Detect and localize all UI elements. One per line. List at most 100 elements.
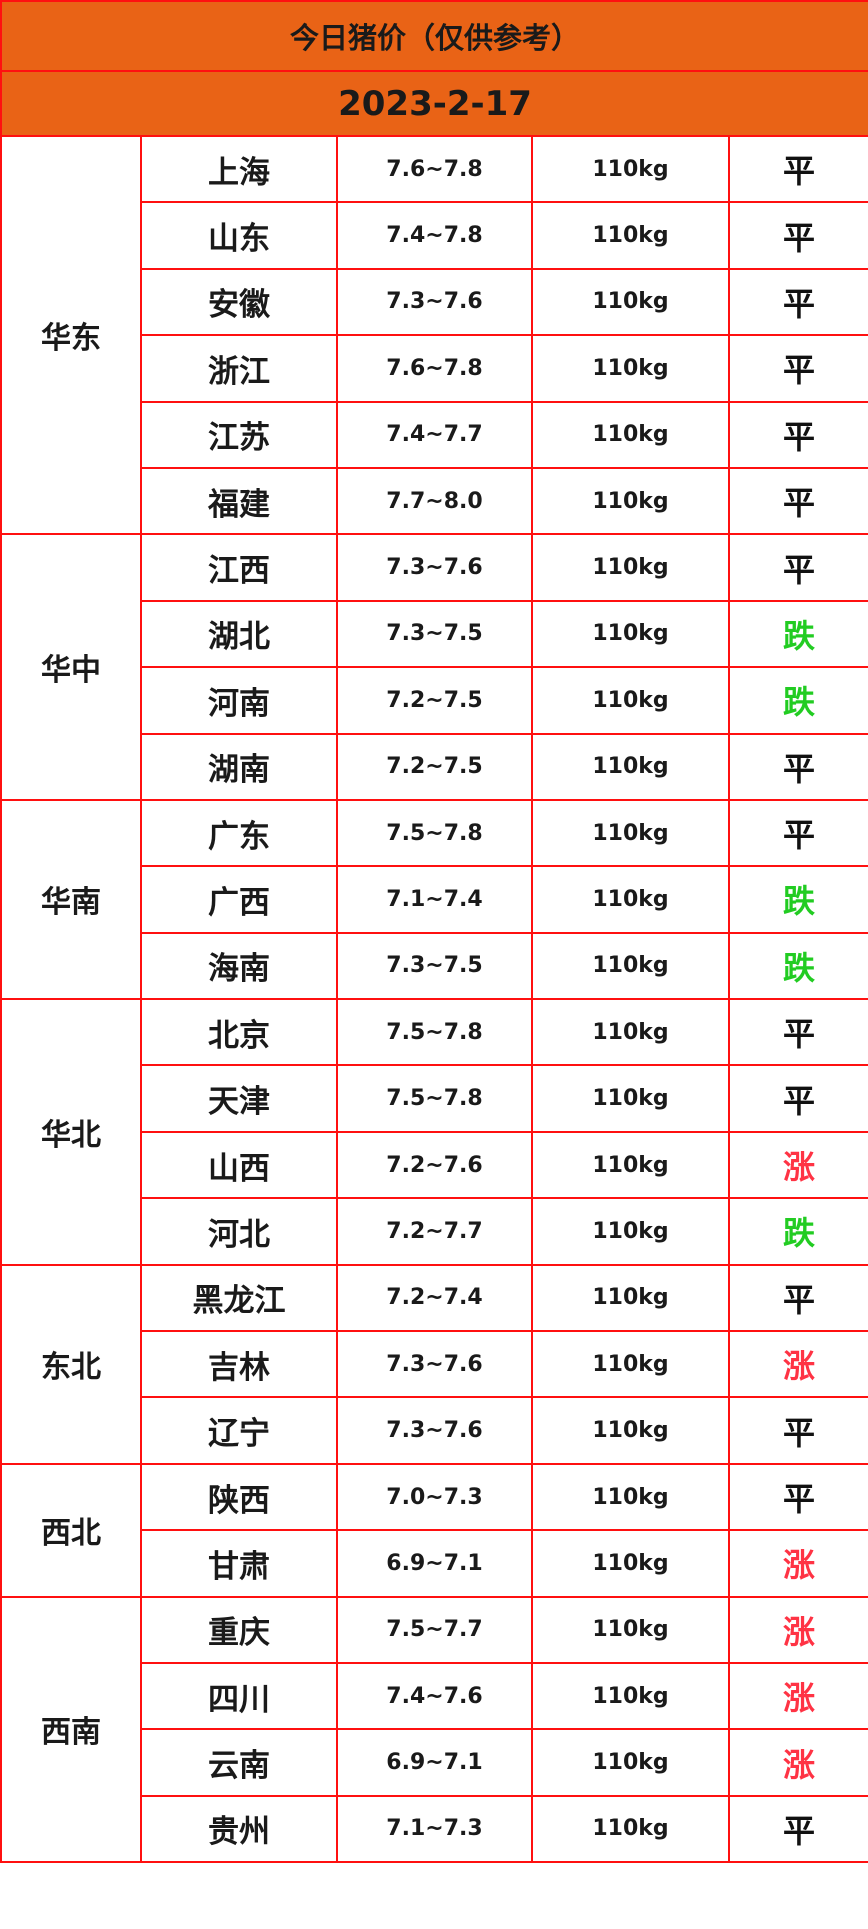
region-cell: 华中 [0, 533, 142, 801]
table-row: 安徽 7.3~7.6 110kg 平 [1, 267, 868, 337]
wt-cell: 110kg [531, 1197, 730, 1266]
table-row: 甘肃 6.9~7.1 110kg 涨 [1, 1529, 868, 1598]
table-row: 西南 重庆 7.5~7.7 110kg 涨 [0, 1595, 868, 1864]
trend-cell: 平 [727, 1794, 868, 1864]
price-cell: 7.2~7.5 [336, 732, 533, 801]
price-cell: 7.4~7.8 [336, 201, 533, 270]
table-row: 河北 7.2~7.7 110kg 跌 [1, 1197, 868, 1266]
price-cell: 7.1~7.4 [336, 865, 533, 934]
prov-cell: 安徽 [140, 267, 338, 337]
trend-cell: 涨 [727, 1728, 868, 1797]
prov-cell: 湖南 [140, 732, 338, 801]
trend-cell: 平 [727, 1396, 868, 1465]
price-cell: 7.3~7.6 [336, 1396, 533, 1465]
trend-cell: 涨 [727, 1529, 868, 1598]
trend-cell: 涨 [727, 1661, 868, 1731]
trend-cell: 跌 [727, 931, 868, 1001]
wt-cell: 110kg [531, 599, 730, 669]
price-cell: 7.0~7.3 [336, 1462, 533, 1532]
prov-cell: 山西 [140, 1130, 338, 1200]
price-cell: 7.2~7.6 [336, 1130, 533, 1200]
wt-cell: 110kg [531, 334, 730, 403]
price-cell: 7.5~7.8 [336, 998, 533, 1067]
table-row: 山东 7.4~7.8 110kg 平 [1, 201, 868, 270]
prov-cell: 辽宁 [140, 1396, 338, 1465]
trend-cell: 跌 [727, 865, 868, 934]
trend-cell: 涨 [727, 1330, 868, 1399]
prov-cell: 上海 [140, 134, 338, 204]
table-row: 湖北 7.3~7.5 110kg 跌 [1, 599, 868, 669]
price-cell: 7.6~7.8 [336, 334, 533, 403]
trend-cell: 平 [727, 533, 868, 602]
price-cell: 7.2~7.4 [336, 1263, 533, 1333]
trend-cell: 平 [727, 1462, 868, 1532]
price-cell: 7.3~7.6 [336, 533, 533, 602]
prov-cell: 贵州 [140, 1794, 338, 1864]
prov-cell: 广西 [140, 865, 338, 934]
trend-cell: 平 [727, 1263, 868, 1333]
prov-cell: 浙江 [140, 334, 338, 403]
table-row: 华南 广东 7.5~7.8 110kg 平 [0, 798, 868, 1001]
price-cell: 7.1~7.3 [336, 1794, 533, 1864]
table-row: 天津 7.5~7.8 110kg 平 [1, 1064, 868, 1133]
table-row: 云南 6.9~7.1 110kg 涨 [1, 1728, 868, 1797]
wt-cell: 110kg [531, 865, 730, 934]
table-title: 今日猪价（仅供参考） [0, 0, 868, 72]
wt-cell: 110kg [531, 134, 730, 204]
wt-cell: 110kg [531, 1396, 730, 1465]
trend-cell: 平 [727, 400, 868, 469]
prov-cell: 海南 [140, 931, 338, 1001]
prov-cell: 重庆 [140, 1595, 338, 1664]
price-cell: 7.7~8.0 [336, 466, 533, 536]
table-row: 辽宁 7.3~7.6 110kg 平 [1, 1396, 868, 1465]
region-cell: 东北 [0, 1263, 142, 1465]
table-row: 江苏 7.4~7.7 110kg 平 [1, 400, 868, 469]
prov-cell: 河南 [140, 666, 338, 735]
region-cell: 西南 [0, 1595, 142, 1864]
wt-cell: 110kg [531, 798, 730, 868]
wt-cell: 110kg [531, 533, 730, 602]
price-cell: 7.5~7.8 [336, 1064, 533, 1133]
region-cell: 华北 [0, 998, 142, 1266]
wt-cell: 110kg [531, 1529, 730, 1598]
table-row: 华北 北京 7.5~7.8 110kg 平 [0, 998, 868, 1266]
wt-cell: 110kg [531, 466, 730, 536]
price-cell: 7.6~7.8 [336, 134, 533, 204]
trend-cell: 涨 [727, 1595, 868, 1664]
price-cell: 7.2~7.7 [336, 1197, 533, 1266]
wt-cell: 110kg [531, 666, 730, 735]
prov-cell: 山东 [140, 201, 338, 270]
wt-cell: 110kg [531, 732, 730, 801]
wt-cell: 110kg [531, 1263, 730, 1333]
price-cell: 7.3~7.6 [336, 267, 533, 337]
table-row: 吉林 7.3~7.6 110kg 涨 [1, 1330, 868, 1399]
wt-cell: 110kg [531, 1330, 730, 1399]
prov-cell: 北京 [140, 998, 338, 1067]
region-cell: 华东 [0, 134, 142, 536]
wt-cell: 110kg [531, 931, 730, 1001]
prov-cell: 福建 [140, 466, 338, 536]
trend-cell: 平 [727, 134, 868, 204]
table-row: 湖南 7.2~7.5 110kg 平 [1, 732, 868, 801]
prov-cell: 江苏 [140, 400, 338, 469]
trend-cell: 平 [727, 798, 868, 868]
trend-cell: 涨 [727, 1130, 868, 1200]
prov-cell: 广东 [140, 798, 338, 868]
table-row: 华东 上海 7.6~7.8 110kg 平 [0, 134, 868, 536]
trend-cell: 平 [727, 732, 868, 801]
wt-cell: 110kg [531, 1661, 730, 1731]
prov-cell: 江西 [140, 533, 338, 602]
trend-cell: 平 [727, 466, 868, 536]
wt-cell: 110kg [531, 201, 730, 270]
prov-cell: 四川 [140, 1661, 338, 1731]
price-cell: 7.4~7.7 [336, 400, 533, 469]
table-row: 河南 7.2~7.5 110kg 跌 [1, 666, 868, 735]
table-row: 四川 7.4~7.6 110kg 涨 [1, 1661, 868, 1731]
price-cell: 7.3~7.5 [336, 931, 533, 1001]
prov-cell: 陕西 [140, 1462, 338, 1532]
table-row: 广西 7.1~7.4 110kg 跌 [1, 865, 868, 934]
table-row: 浙江 7.6~7.8 110kg 平 [1, 334, 868, 403]
table-row: 山西 7.2~7.6 110kg 涨 [1, 1130, 868, 1200]
price-cell: 7.4~7.6 [336, 1661, 533, 1731]
price-cell: 7.3~7.6 [336, 1330, 533, 1399]
